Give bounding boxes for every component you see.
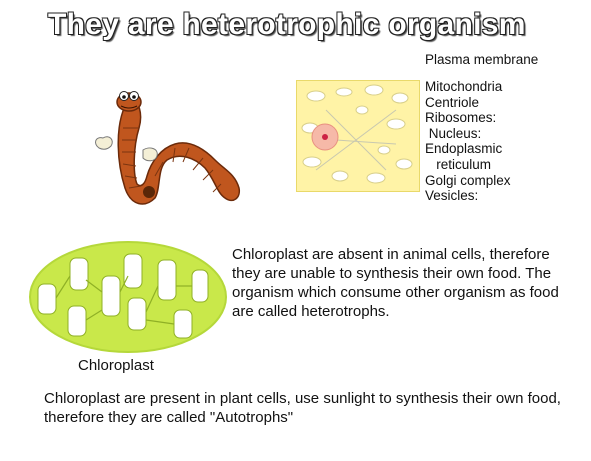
plant-cell-paragraph: Chloroplast are present in plant cells, … bbox=[44, 390, 561, 426]
animal-cell-diagram bbox=[296, 80, 420, 192]
organelle-label: Endoplasmic bbox=[425, 141, 503, 157]
organelle-label: Mitochondria bbox=[425, 79, 503, 94]
organelle-label: Ribosomes: bbox=[425, 110, 497, 126]
chloroplast-illustration bbox=[29, 241, 227, 353]
organelle-label: reticulum bbox=[425, 156, 492, 172]
plasma-membrane-label: Plasma membrane bbox=[425, 52, 539, 67]
organelle-label: Vesicles: bbox=[425, 188, 479, 204]
page-title: They are heterotrophic organism bbox=[48, 8, 526, 41]
chloroplast-label: Chloroplast bbox=[78, 357, 154, 374]
organelle-label: Centriole bbox=[425, 94, 480, 110]
organelle-label: Nucleus: bbox=[425, 125, 482, 141]
worm-illustration bbox=[95, 91, 241, 205]
organelle-list: Mitochondria Centriole Ribosomes: Nucleu… bbox=[425, 79, 511, 204]
organelle-label: Golgi complex bbox=[425, 172, 511, 188]
animal-cell-paragraph: Chloroplast are absent in animal cells, … bbox=[232, 246, 559, 320]
